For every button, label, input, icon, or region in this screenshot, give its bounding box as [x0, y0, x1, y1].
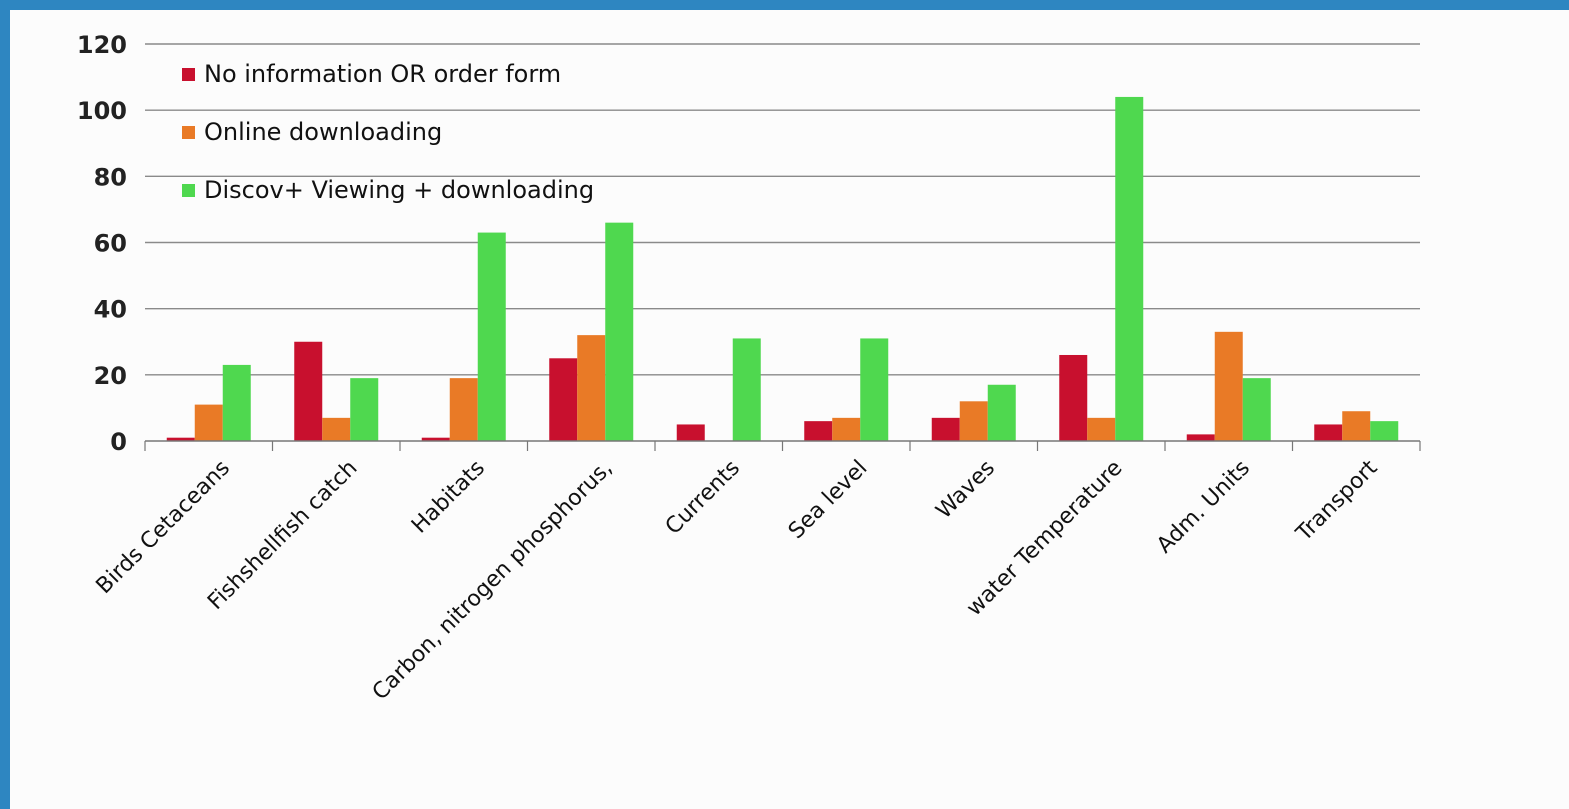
axes: [144, 440, 1421, 451]
legend-label: Online downloading: [204, 118, 442, 146]
bar: [421, 437, 450, 441]
y-tick-label: 40: [94, 296, 127, 324]
bar: [732, 338, 761, 441]
y-tick-label: 0: [110, 428, 127, 456]
x-category-label: Currents: [661, 456, 745, 540]
bar: [1115, 96, 1144, 441]
bar: [549, 358, 578, 441]
bar-chart: 0 20 40 60 80 100 120 Birds CetaceansFishshell…: [77, 31, 1421, 705]
bar: [322, 417, 351, 441]
bars: [166, 96, 1399, 441]
bar: [832, 417, 861, 441]
bar: [1059, 354, 1088, 441]
x-category-label: Transport: [1291, 455, 1383, 547]
legend-label: Discov+ Viewing + downloading: [204, 176, 594, 204]
y-tick-label: 20: [94, 362, 127, 390]
chart-frame: 0 20 40 60 80 100 120 Birds Cetaceans Fishshell…: [10, 10, 1569, 809]
bar: [1370, 421, 1399, 441]
y-tick-label: 120: [77, 31, 127, 59]
bar: [1214, 331, 1243, 441]
legend-swatch: [182, 184, 195, 197]
bar: [676, 424, 705, 441]
x-category-label: Sea level: [784, 456, 873, 545]
y-tick-label: 60: [94, 230, 127, 258]
x-category-label: Birds Cetaceans: [92, 456, 235, 599]
y-tick-label: 100: [77, 97, 127, 125]
bar: [194, 404, 223, 441]
bar: [959, 401, 988, 441]
bar: [1242, 378, 1271, 441]
bar: [577, 335, 606, 441]
legend-swatch: [182, 68, 195, 81]
bar: [1314, 424, 1343, 441]
y-tick-labels: 0 20 40 60 80 100 120: [77, 31, 127, 456]
legend: No information OR order form Online downl…: [182, 60, 594, 204]
x-category-label: Carbon, nitrogen phosphorus,: [368, 456, 618, 706]
bar: [1186, 434, 1215, 441]
bar: [804, 421, 833, 441]
bar: [294, 341, 323, 441]
bar: [166, 437, 195, 441]
y-tick-label: 80: [94, 163, 127, 191]
legend-swatch: [182, 126, 195, 139]
bar: [477, 232, 506, 441]
bar: [1342, 411, 1371, 441]
bar: [931, 417, 960, 441]
x-category-label: Habitats: [407, 456, 490, 539]
bar: [222, 364, 251, 441]
x-category-label: Adm. Units: [1152, 456, 1255, 559]
bar: [350, 378, 379, 441]
bar: [860, 338, 889, 441]
bar: [1087, 417, 1116, 441]
legend-label: No information OR order form: [204, 60, 561, 88]
bar: [987, 384, 1016, 441]
bar: [449, 378, 478, 441]
x-category-label: Waves: [932, 456, 1000, 524]
gridlines: [145, 43, 1420, 376]
bar: [605, 222, 634, 441]
